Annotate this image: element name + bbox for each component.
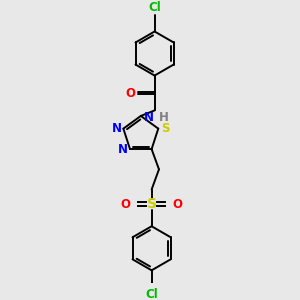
Text: O: O bbox=[173, 198, 183, 211]
Text: N: N bbox=[112, 122, 122, 135]
Text: Cl: Cl bbox=[145, 288, 158, 300]
Text: N: N bbox=[118, 142, 128, 156]
Text: N: N bbox=[144, 111, 154, 124]
Text: H: H bbox=[159, 111, 169, 124]
Text: S: S bbox=[161, 122, 170, 135]
Text: O: O bbox=[125, 87, 135, 101]
Text: O: O bbox=[121, 198, 130, 211]
Text: S: S bbox=[147, 197, 157, 211]
Text: Cl: Cl bbox=[148, 1, 161, 14]
